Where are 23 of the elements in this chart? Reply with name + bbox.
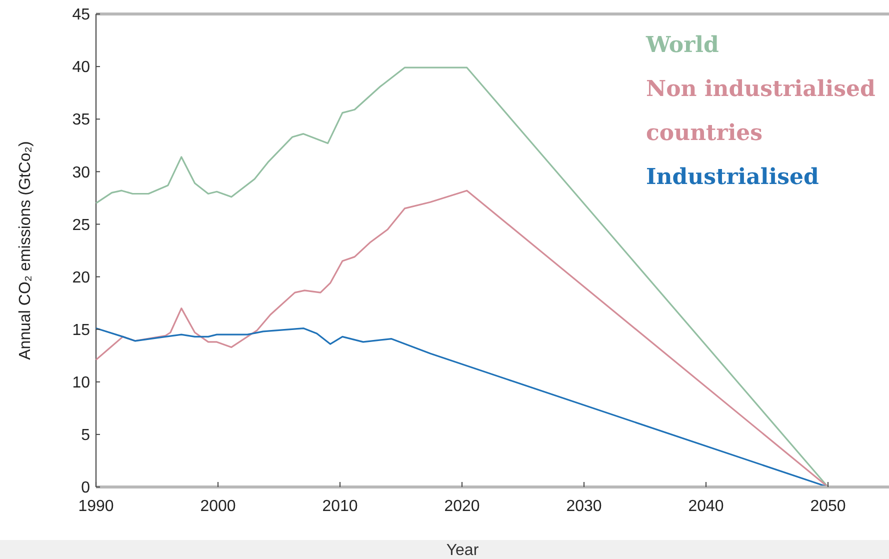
y-axis-title: Annual CO₂ emissions (GtCo₂) (17, 141, 34, 360)
y-tick-label: 30 (72, 164, 90, 182)
y-tick-label: 10 (72, 374, 90, 392)
y-tick-label: 35 (72, 112, 90, 129)
text: World (645, 32, 719, 58)
x-tick-label: 2020 (444, 498, 480, 515)
text: Non industrialised countries (646, 76, 876, 146)
x-tick-label: 1990 (78, 498, 114, 515)
line-series (95, 190, 829, 488)
x-axis-title: Year (446, 542, 480, 559)
x-tick-label: 2030 (566, 498, 602, 515)
x-tick-label: 2050 (810, 498, 846, 515)
y-tick-label: 45 (72, 6, 90, 24)
y-tick-label: 5 (81, 427, 90, 444)
y-tick-label: 20 (72, 269, 90, 286)
x-tick-label: 2010 (322, 498, 358, 515)
x-tick-label: 2000 (200, 498, 236, 515)
y-tick-label: 0 (81, 480, 90, 497)
x-tick-label: 2040 (688, 498, 724, 515)
y-tick-label: 25 (72, 216, 90, 234)
y-tick-label: 40 (72, 59, 90, 76)
text: Industrialised (646, 164, 819, 190)
y-tick-label: 15 (72, 322, 90, 339)
